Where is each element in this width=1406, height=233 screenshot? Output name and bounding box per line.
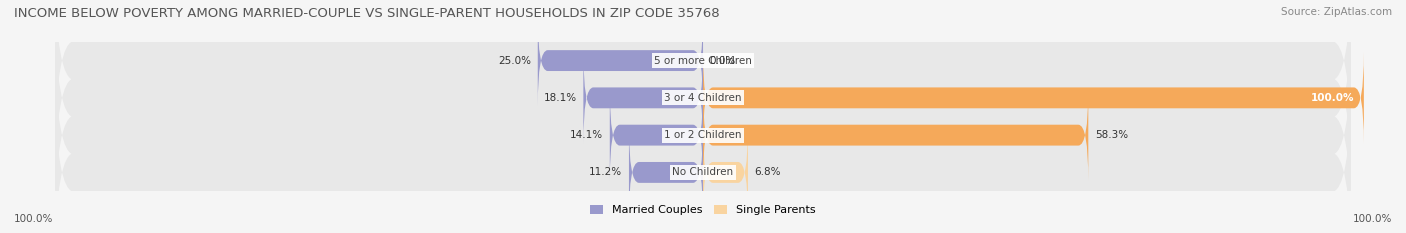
Text: INCOME BELOW POVERTY AMONG MARRIED-COUPLE VS SINGLE-PARENT HOUSEHOLDS IN ZIP COD: INCOME BELOW POVERTY AMONG MARRIED-COUPL… [14,7,720,20]
FancyBboxPatch shape [55,43,1351,227]
Text: 1 or 2 Children: 1 or 2 Children [664,130,742,140]
Text: 6.8%: 6.8% [755,168,782,177]
FancyBboxPatch shape [55,6,1351,190]
Text: 3 or 4 Children: 3 or 4 Children [664,93,742,103]
Text: 58.3%: 58.3% [1095,130,1128,140]
Text: 100.0%: 100.0% [1310,93,1354,103]
FancyBboxPatch shape [537,15,703,106]
Text: Source: ZipAtlas.com: Source: ZipAtlas.com [1281,7,1392,17]
Text: 11.2%: 11.2% [589,168,623,177]
FancyBboxPatch shape [55,80,1351,233]
Text: 100.0%: 100.0% [1353,214,1392,224]
FancyBboxPatch shape [610,90,703,181]
FancyBboxPatch shape [703,90,1088,181]
Legend: Married Couples, Single Parents: Married Couples, Single Parents [586,201,820,218]
FancyBboxPatch shape [628,127,703,218]
Text: 14.1%: 14.1% [569,130,603,140]
Text: 18.1%: 18.1% [544,93,576,103]
Text: 25.0%: 25.0% [498,56,531,65]
Text: No Children: No Children [672,168,734,177]
FancyBboxPatch shape [55,0,1351,153]
Text: 0.0%: 0.0% [710,56,735,65]
FancyBboxPatch shape [583,52,703,143]
Text: 100.0%: 100.0% [14,214,53,224]
FancyBboxPatch shape [703,127,748,218]
Text: 5 or more Children: 5 or more Children [654,56,752,65]
FancyBboxPatch shape [703,52,1364,143]
